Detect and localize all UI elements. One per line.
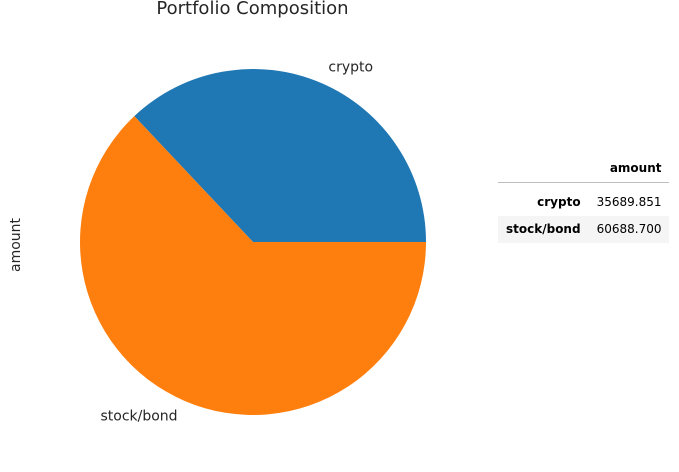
pie-chart: crypto stock/bond [79,59,427,425]
pie-slice-label: crypto [328,59,373,75]
row-label: crypto [537,195,581,209]
table-row: crypto 35689.851 [498,182,670,216]
row-value: 35689.851 [596,195,662,209]
row-value: 60688.700 [596,222,662,236]
chart-title: Portfolio Composition [156,0,349,19]
table-row: stock/bond 60688.700 [498,216,670,243]
row-label: stock/bond [506,222,581,236]
pie-slice-stock-bond [79,116,427,415]
table-corner-cell [498,154,589,183]
data-table: amount crypto 35689.851 stock/bond 60688… [498,154,670,243]
pie-slice-label: stock/bond [100,409,177,425]
table-header-row: amount [498,154,670,183]
pie-slice-crypto [134,69,426,243]
column-header-amount: amount [588,154,670,183]
